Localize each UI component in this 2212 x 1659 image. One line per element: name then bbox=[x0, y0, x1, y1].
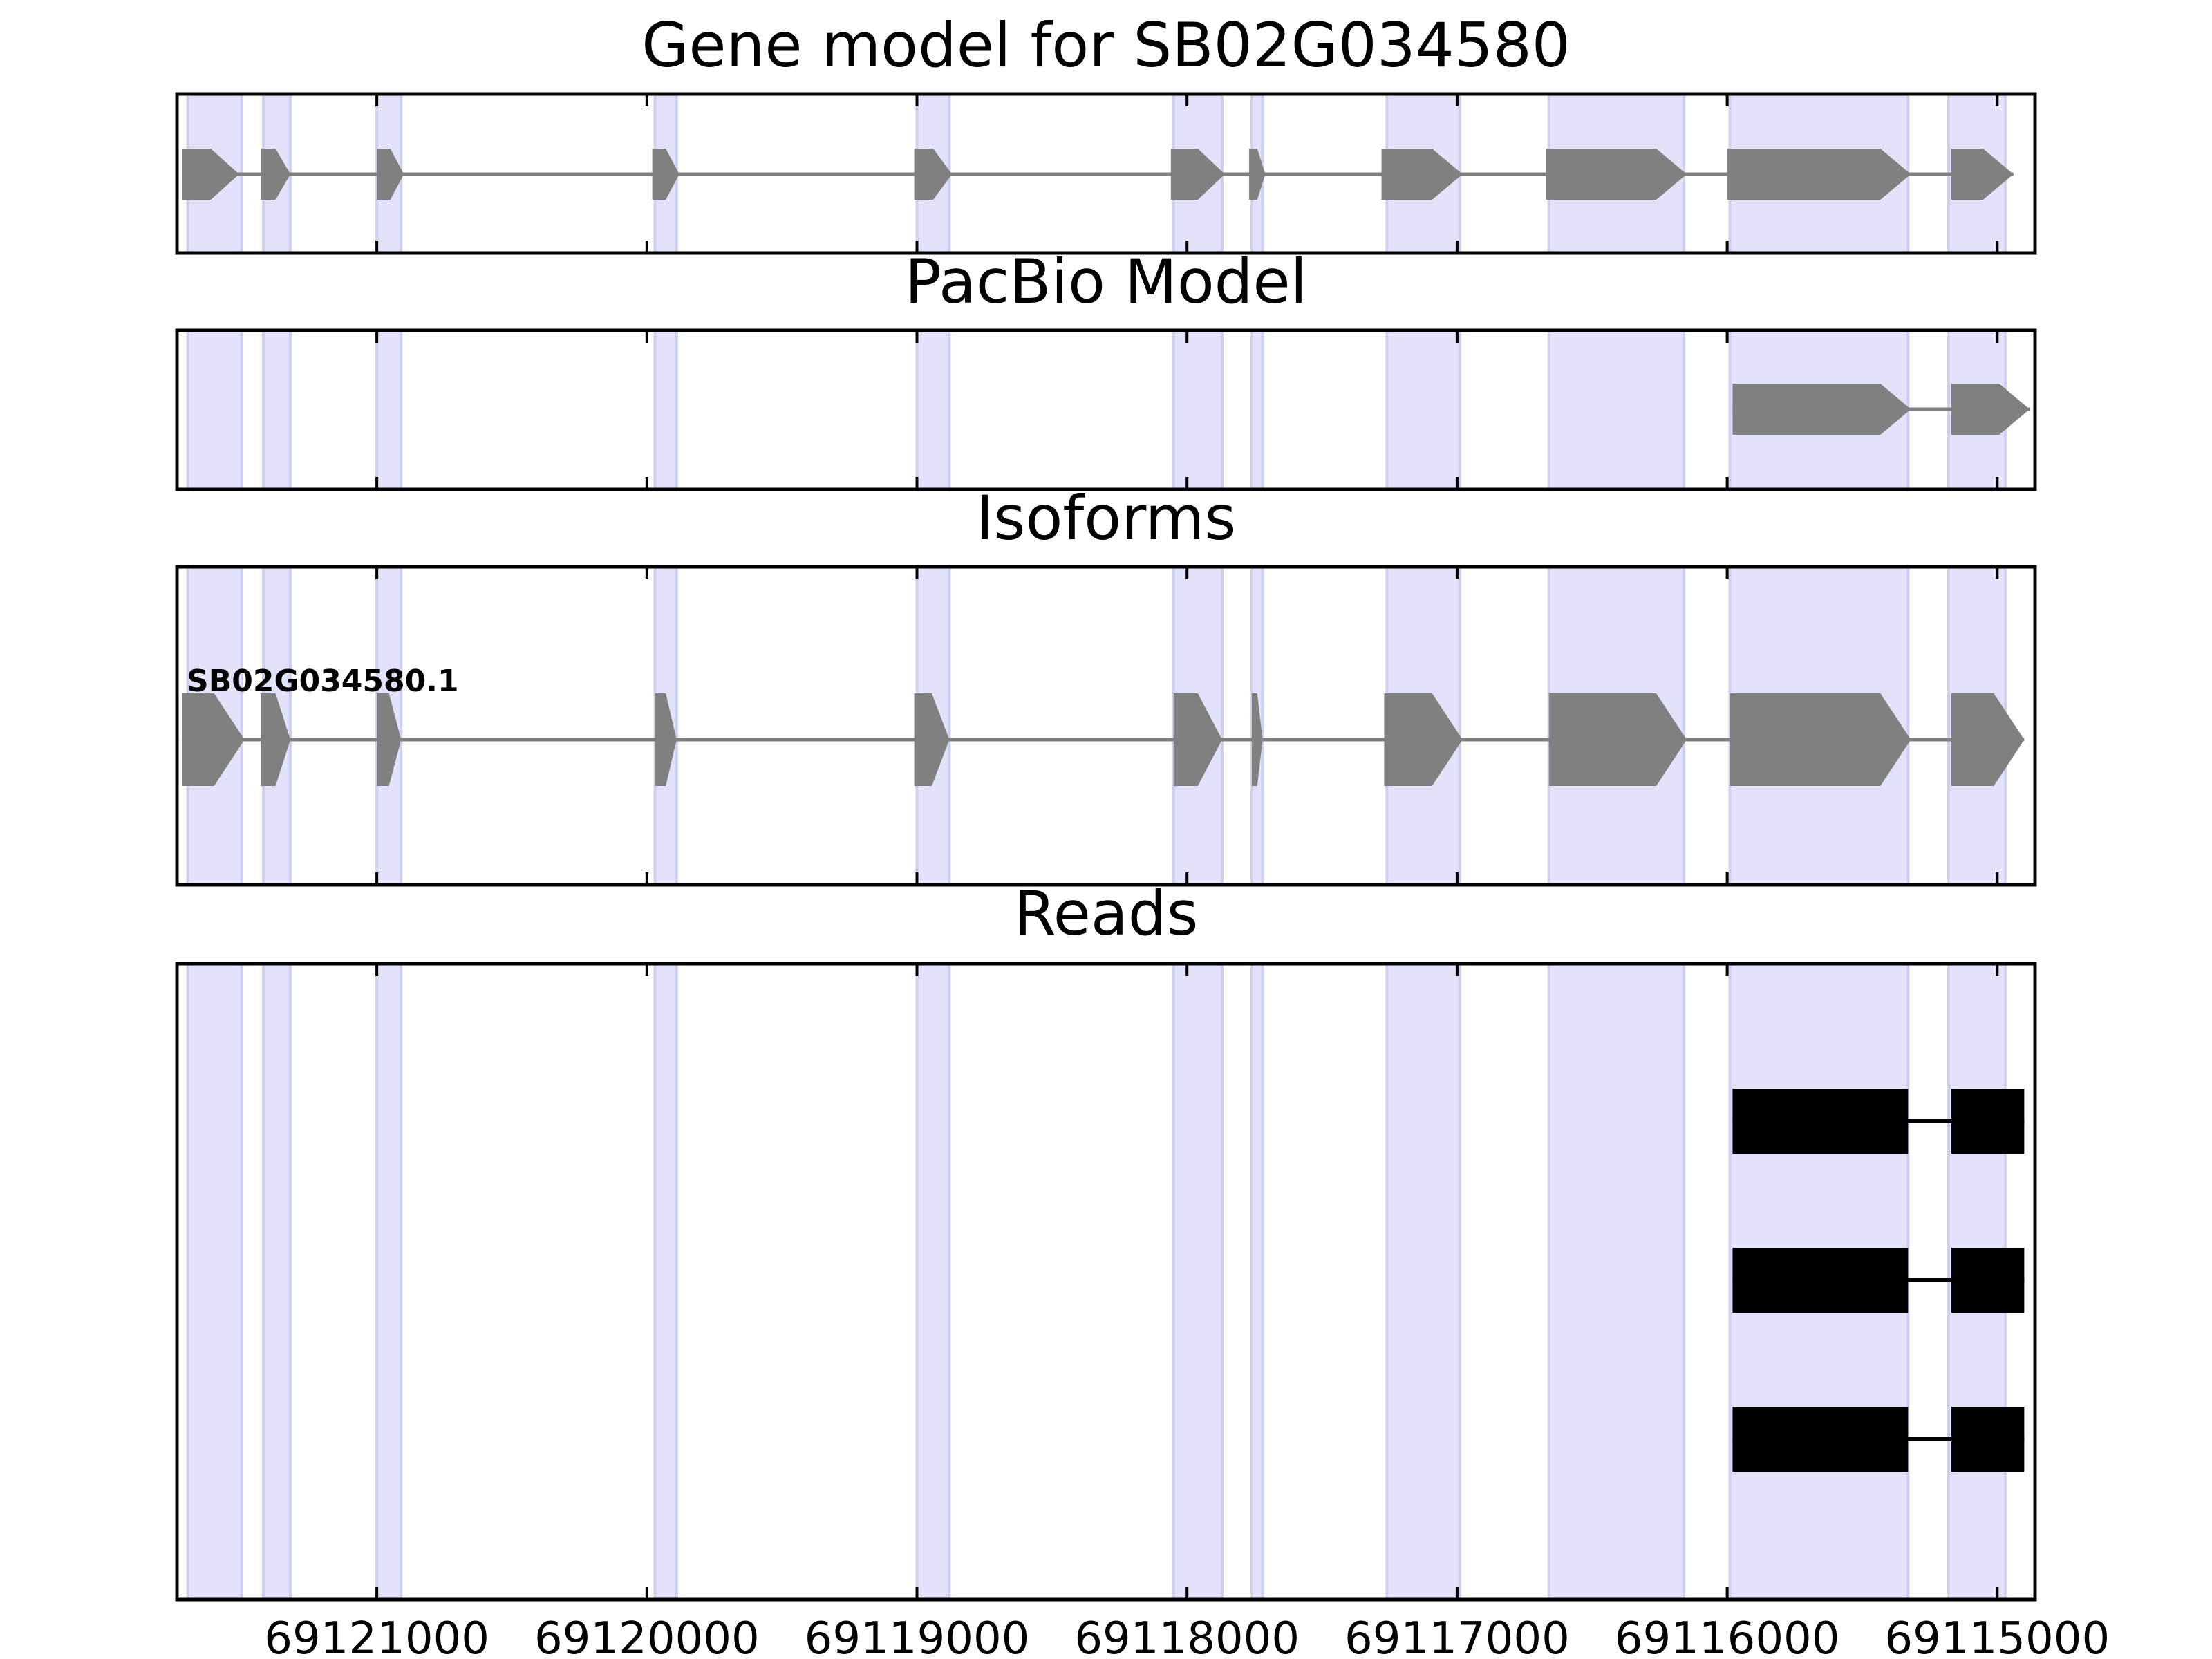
axes-frame bbox=[175, 328, 2037, 491]
exon-arrow bbox=[182, 149, 239, 200]
x-tick-label: 69118000 bbox=[1074, 1613, 1300, 1659]
gene-model-panel bbox=[175, 92, 2037, 255]
exon-highlight-band bbox=[1172, 329, 1224, 491]
exon-highlight-band bbox=[1250, 962, 1264, 1601]
exon-arrow bbox=[914, 693, 950, 786]
exon-arrow bbox=[1170, 149, 1225, 200]
panel-title-pacbio-model: PacBio Model bbox=[905, 246, 1307, 317]
exon-arrow bbox=[1732, 384, 1911, 435]
exon-arrow bbox=[182, 693, 245, 786]
exon-arrow bbox=[1951, 384, 2030, 435]
exon-arrow bbox=[1251, 693, 1263, 786]
read-block bbox=[1951, 1089, 2025, 1154]
exon-highlight-band bbox=[1547, 962, 1686, 1601]
read-block bbox=[1732, 1248, 1909, 1313]
exon-arrow bbox=[1384, 693, 1463, 786]
exon-arrow bbox=[261, 149, 291, 200]
axes-frame bbox=[175, 962, 2037, 1602]
pacbio-model-panel bbox=[175, 328, 2037, 491]
exon-highlight-band bbox=[186, 962, 243, 1601]
exon-arrow bbox=[1546, 149, 1687, 200]
exon-highlight-band bbox=[653, 962, 678, 1601]
exon-highlight-band bbox=[653, 329, 678, 491]
exon-highlight-band bbox=[1547, 329, 1686, 491]
exon-arrow bbox=[1381, 149, 1463, 200]
axes-frame bbox=[175, 565, 2037, 887]
x-tick-label: 69116000 bbox=[1615, 1613, 1840, 1659]
axes-frame bbox=[175, 92, 2037, 255]
exon-highlight-band bbox=[375, 962, 403, 1601]
exon-arrow bbox=[1548, 693, 1687, 786]
reads-panel bbox=[175, 962, 2037, 1602]
exon-arrow bbox=[1951, 149, 2014, 200]
panel-title-gene-model: Gene model for SB02G034580 bbox=[641, 10, 1571, 81]
panel-title-reads: Reads bbox=[1014, 878, 1199, 949]
exon-highlight-band bbox=[1250, 329, 1264, 491]
exon-arrow bbox=[1173, 693, 1222, 786]
exon-arrow bbox=[261, 693, 291, 786]
exon-arrow bbox=[377, 693, 402, 786]
exon-highlight-band bbox=[1385, 329, 1461, 491]
read-block bbox=[1951, 1248, 2025, 1313]
exon-highlight-band bbox=[1172, 962, 1224, 1601]
exon-arrow bbox=[1727, 149, 1911, 200]
read-block bbox=[1732, 1089, 1909, 1154]
exon-highlight-band bbox=[262, 329, 292, 491]
isoform-label: SB02G034580.1 bbox=[187, 664, 459, 699]
exon-arrow bbox=[1249, 149, 1266, 200]
exon-arrow bbox=[1951, 693, 2025, 786]
isoforms-panel bbox=[175, 565, 2037, 887]
exon-highlight-band bbox=[262, 962, 292, 1601]
exon-highlight-band bbox=[915, 329, 951, 491]
exon-highlight-band bbox=[186, 329, 243, 491]
panel-title-isoforms: Isoforms bbox=[976, 482, 1237, 554]
x-tick-label: 69117000 bbox=[1344, 1613, 1570, 1659]
exon-highlight-band bbox=[915, 962, 951, 1601]
exon-arrow bbox=[914, 149, 953, 200]
exon-arrow bbox=[377, 149, 404, 200]
x-tick-label: 69115000 bbox=[1884, 1613, 2110, 1659]
x-axis-tick-labels: 69121000 69120000 69119000 69118000 69117000… bbox=[264, 1613, 2110, 1659]
x-tick-label: 69120000 bbox=[534, 1613, 760, 1659]
x-tick-label: 69119000 bbox=[805, 1613, 1030, 1659]
read-block bbox=[1732, 1407, 1909, 1472]
exon-highlight-band bbox=[375, 329, 403, 491]
exon-highlight-band bbox=[1385, 962, 1461, 1601]
x-tick-label: 69121000 bbox=[264, 1613, 489, 1659]
read-block bbox=[1951, 1407, 2025, 1472]
exon-arrow bbox=[655, 693, 677, 786]
exon-arrow bbox=[652, 149, 679, 200]
exon-arrow bbox=[1730, 693, 1911, 786]
